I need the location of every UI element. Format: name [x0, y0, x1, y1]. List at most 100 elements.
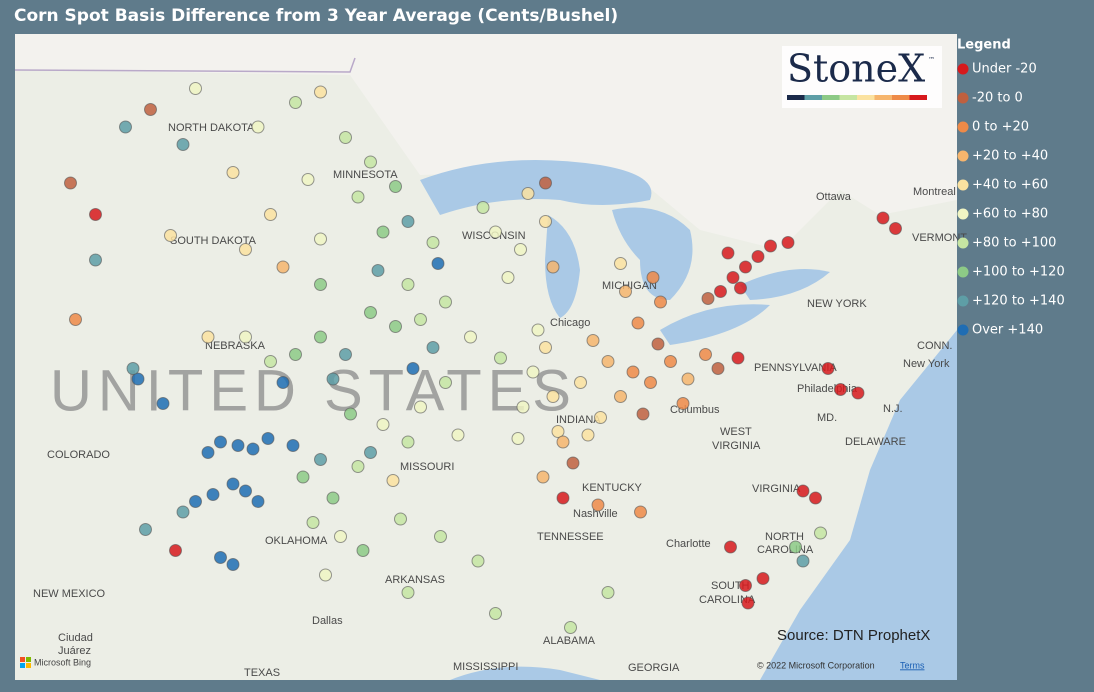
data-point — [289, 348, 302, 361]
map-label: GEORGIA — [628, 662, 680, 674]
data-point — [614, 257, 627, 270]
legend-marker[interactable] — [957, 179, 969, 191]
source: Source: DTN ProphetX — [777, 627, 930, 644]
data-point — [564, 621, 577, 634]
data-point — [401, 586, 415, 599]
legend-marker[interactable] — [957, 266, 969, 278]
data-point — [339, 131, 352, 144]
data-point — [741, 596, 755, 610]
data-point — [226, 477, 240, 491]
map-label: Dallas — [312, 615, 343, 627]
gulf — [450, 666, 600, 680]
data-point — [296, 470, 310, 484]
data-point — [261, 432, 275, 445]
data-point — [401, 215, 415, 228]
data-point — [389, 320, 402, 333]
lake-michigan — [545, 215, 580, 318]
map-label: MINNESOTA — [333, 169, 398, 181]
canada — [15, 34, 957, 250]
map-label: NEBRASKA — [205, 340, 266, 352]
data-point — [389, 180, 402, 193]
legend-label[interactable]: Under -20 — [972, 62, 1037, 77]
legend-label[interactable]: +20 to +40 — [972, 149, 1048, 164]
data-point — [306, 516, 320, 529]
map-label: TEXAS — [244, 667, 280, 679]
data-point — [796, 554, 810, 568]
legend-label[interactable]: 0 to +20 — [972, 120, 1029, 135]
legend-marker[interactable] — [957, 63, 969, 75]
logo-bar-segment — [822, 95, 840, 100]
map-label: KENTUCKY — [582, 482, 643, 494]
data-point — [434, 530, 447, 543]
map-label: PENNSYLVANIA — [754, 362, 837, 374]
data-point — [189, 495, 202, 508]
legend-label[interactable]: +40 to +60 — [972, 178, 1048, 193]
logo: StoneX ™ — [782, 46, 942, 108]
data-point — [489, 225, 502, 239]
data-point — [326, 372, 340, 386]
logo-bar — [787, 95, 927, 100]
data-point — [439, 376, 452, 389]
data-point — [821, 362, 835, 375]
data-point — [351, 190, 365, 204]
legend-marker[interactable] — [957, 92, 969, 104]
data-point — [539, 176, 552, 190]
map-label: INDIANA — [556, 414, 601, 426]
data-point — [334, 530, 347, 543]
data-point — [731, 351, 745, 365]
data-point — [319, 568, 332, 582]
data-point — [376, 418, 390, 431]
map-label: VERMONT — [912, 232, 967, 244]
data-point — [401, 278, 415, 291]
data-point — [286, 439, 300, 452]
data-point — [264, 355, 277, 368]
data-point — [494, 351, 507, 365]
data-point — [289, 96, 302, 109]
data-point — [64, 176, 77, 190]
legend-marker[interactable] — [957, 150, 969, 162]
legend-marker[interactable] — [957, 121, 969, 133]
data-point — [364, 446, 377, 459]
data-point — [314, 278, 327, 291]
legend-marker[interactable] — [957, 208, 969, 220]
terms-link[interactable]: Terms — [900, 660, 925, 670]
map-label: NORTH DAKOTA — [168, 122, 255, 134]
legend-label[interactable]: +100 to +120 — [972, 265, 1065, 280]
data-point — [69, 313, 82, 326]
data-point — [626, 365, 640, 379]
data-point — [344, 407, 357, 421]
data-point — [339, 348, 352, 361]
data-point — [414, 400, 427, 414]
data-point — [406, 362, 420, 375]
data-point — [646, 271, 660, 284]
legend-label[interactable]: Over +140 — [972, 323, 1043, 338]
data-point — [531, 323, 545, 337]
map-label: WEST — [720, 426, 752, 438]
legend-marker[interactable] — [957, 295, 969, 307]
legend-marker[interactable] — [957, 237, 969, 249]
legend-label[interactable]: -20 to 0 — [972, 91, 1023, 106]
data-point — [239, 484, 252, 498]
map-label: CAROLINA — [757, 544, 814, 556]
data-point — [574, 376, 587, 389]
map-label: Ottawa — [816, 191, 852, 203]
data-point — [89, 253, 102, 267]
data-point — [726, 271, 740, 284]
data-point — [226, 558, 240, 571]
data-point — [169, 544, 182, 557]
lake-erie — [660, 304, 770, 345]
data-point — [239, 330, 252, 344]
data-point — [511, 432, 525, 445]
legend-label[interactable]: +120 to +140 — [972, 294, 1065, 309]
map-label: VIRGINIA — [752, 483, 801, 495]
lake-superior — [420, 160, 652, 215]
logo-text: StoneX — [787, 47, 925, 91]
legend-label[interactable]: +80 to +100 — [972, 236, 1056, 251]
map-label: Chicago — [550, 317, 590, 329]
legend-label[interactable]: +60 to +80 — [972, 207, 1048, 222]
legend-marker[interactable] — [957, 324, 969, 336]
data-point — [426, 236, 440, 249]
map-label: ALABAMA — [543, 635, 596, 647]
data-point — [126, 362, 140, 375]
data-point — [739, 260, 752, 274]
